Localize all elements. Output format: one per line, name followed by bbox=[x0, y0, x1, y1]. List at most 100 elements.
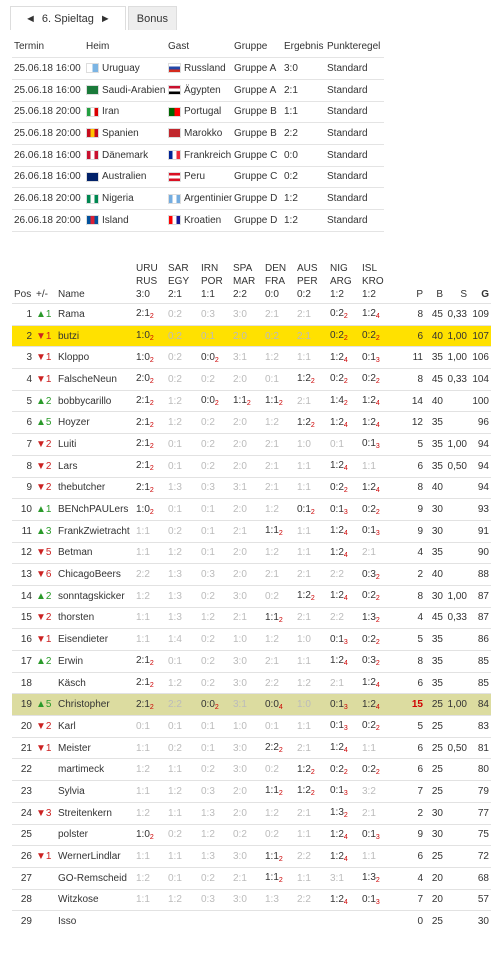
tip-cell: 1:12 bbox=[231, 389, 263, 412]
points: 9 bbox=[393, 519, 425, 543]
trend-indicator: ▲2 bbox=[36, 395, 52, 407]
column-header: S bbox=[460, 289, 467, 300]
tip-cell: 3:0 bbox=[231, 888, 263, 911]
special bbox=[445, 780, 469, 803]
ranking-row: 14 ▲2 sonntagskicker 1:2 1:3 0:2 3:0 0:2 1:22 1:2… bbox=[12, 584, 491, 608]
team-name: Uruguay bbox=[102, 63, 140, 75]
tip: 1:2 bbox=[168, 677, 182, 689]
game-header-line: 2:1 bbox=[168, 289, 182, 300]
tip-cell: 2:2 bbox=[328, 606, 360, 629]
tip: 1:2 bbox=[168, 395, 182, 407]
position: 2 bbox=[12, 324, 34, 347]
tip-cell: 2:2 bbox=[166, 693, 199, 716]
tip: 2:1 bbox=[265, 569, 279, 581]
tip: 0:1 bbox=[265, 373, 279, 385]
tip-points: 2 bbox=[375, 725, 380, 733]
total: 96 bbox=[469, 411, 491, 434]
tip: 1:2 bbox=[136, 764, 150, 776]
tip: 0:1 bbox=[201, 330, 215, 342]
tip-cell: 0:2 bbox=[199, 368, 231, 391]
tip-cell: 1:1 bbox=[166, 758, 199, 781]
game-header: ISL KRO 1:2 bbox=[360, 262, 393, 304]
player-name: Isso bbox=[56, 910, 134, 933]
match-row: 26.06.18 16:00 Australien Peru Gruppe C 0:2 S… bbox=[12, 165, 384, 188]
tip-cell: 2:1 bbox=[263, 454, 295, 477]
trend: ▼2 bbox=[34, 454, 56, 477]
tip: 3:1 bbox=[233, 352, 247, 364]
tip-cell: 1:12 bbox=[263, 606, 295, 629]
tip: 1:3 bbox=[265, 894, 279, 906]
ranking-row: 29 Isso 0 25 30 bbox=[12, 910, 491, 933]
prev-button[interactable]: ◄ bbox=[25, 13, 36, 25]
tip: 0:2 bbox=[233, 829, 247, 841]
tip-cell bbox=[328, 910, 360, 933]
tip-cell: 1:3 bbox=[199, 801, 231, 824]
flag-icon bbox=[86, 171, 99, 182]
match-cell: 26.06.18 16:00 bbox=[12, 165, 84, 188]
tip-cell: 2:1 bbox=[231, 866, 263, 890]
trend-indicator: ▼1 bbox=[36, 851, 52, 863]
tip: 2:1 bbox=[330, 677, 344, 689]
team-name: Argentinien bbox=[184, 193, 232, 205]
game-header: NIG ARG 1:2 bbox=[328, 262, 360, 304]
tip-points: 2 bbox=[149, 508, 154, 516]
points: 6 bbox=[393, 736, 425, 759]
tip-points: 2 bbox=[149, 400, 154, 408]
column-header: B bbox=[436, 289, 443, 300]
match-cell: Uruguay bbox=[84, 57, 166, 80]
tip: 1:1 bbox=[297, 720, 311, 732]
player-name: polster bbox=[56, 823, 134, 846]
tip: 1:2 bbox=[362, 481, 376, 493]
game-header-line: ISL bbox=[362, 263, 378, 274]
points: 2 bbox=[393, 563, 425, 586]
match-cell: Standard bbox=[325, 187, 384, 210]
tip: 0:2 bbox=[330, 481, 344, 493]
points: 2 bbox=[393, 801, 425, 824]
bonus-tab[interactable]: Bonus bbox=[127, 6, 177, 30]
trend: ▼6 bbox=[34, 563, 56, 586]
match-cell: 1:1 bbox=[282, 100, 325, 123]
position: 29 bbox=[12, 910, 34, 933]
tip: 1:1 bbox=[297, 547, 311, 559]
tip-cell: 0:2 bbox=[199, 433, 231, 456]
tip-cell: 1:22 bbox=[295, 780, 328, 803]
tip: 2:1 bbox=[297, 569, 311, 581]
tip-cell: 1:24 bbox=[328, 823, 360, 846]
match-cell: Portugal bbox=[166, 100, 232, 123]
tip-cell: 2:1 bbox=[295, 736, 328, 759]
ranking-row: 7 ▼2 Luiti 2:12 0:1 0:2 2:0 2:1 1:0 0:1 0:13 5 35 1,0… bbox=[12, 433, 491, 456]
ranking-row: 27 GO-Remscheid 1:2 0:1 0:2 2:1 1:12 1:1 3:1 1:32… bbox=[12, 866, 491, 890]
tip: 1:2 bbox=[362, 395, 376, 407]
tip: 0:3 bbox=[362, 655, 376, 667]
tip: 0:0 bbox=[265, 698, 279, 710]
trend: ▲2 bbox=[34, 650, 56, 673]
match-cell: 25.06.18 16:00 bbox=[12, 57, 84, 80]
game-header-line: EGY bbox=[168, 276, 190, 287]
match-cell: 1:2 bbox=[282, 209, 325, 232]
tip-cell: 0:3 bbox=[199, 780, 231, 803]
tip-points: 2 bbox=[310, 421, 315, 429]
team-name: Dänemark bbox=[102, 149, 149, 161]
position: 15 bbox=[12, 606, 34, 629]
tip-points: 3 bbox=[375, 833, 380, 841]
flag-icon bbox=[86, 63, 99, 74]
tip: 2:1 bbox=[136, 438, 150, 450]
points: 8 bbox=[393, 476, 425, 499]
tip-cell: 0:22 bbox=[360, 628, 393, 651]
match-cell: Standard bbox=[325, 57, 384, 80]
next-button[interactable]: ► bbox=[99, 13, 111, 25]
bonus: 30 bbox=[425, 823, 445, 846]
tip-cell: 2:1 bbox=[360, 801, 393, 824]
tip-cell: 1:24 bbox=[360, 476, 393, 499]
tip: 2:2 bbox=[297, 851, 311, 863]
match-cell: Russland bbox=[166, 57, 232, 80]
tip-points: 2 bbox=[149, 421, 154, 429]
bonus: 35 bbox=[425, 454, 445, 477]
tip-cell: 3:0 bbox=[231, 650, 263, 673]
tip-cell: 0:1 bbox=[199, 324, 231, 347]
tip: 1:0 bbox=[136, 503, 150, 515]
trend-indicator: ▼1 bbox=[36, 634, 52, 646]
tip: 1:2 bbox=[297, 785, 311, 797]
tip-points: 2 bbox=[343, 486, 348, 494]
tip: 1:1 bbox=[297, 829, 311, 841]
